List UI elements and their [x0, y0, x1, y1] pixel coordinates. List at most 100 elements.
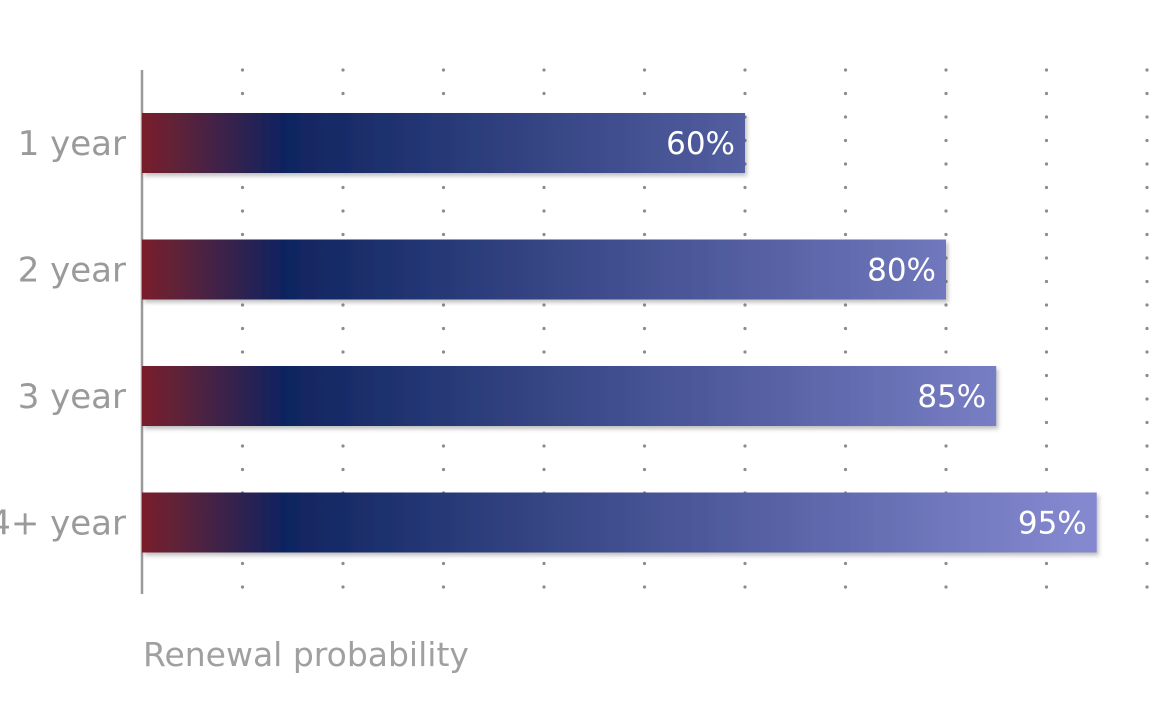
grid-dot [944, 91, 948, 96]
grid-dot [341, 350, 345, 354]
grid-dot [944, 232, 948, 237]
grid-dot [843, 467, 848, 472]
grid-dot [542, 303, 546, 307]
grid-dot [944, 185, 948, 190]
grid-dot [642, 467, 647, 472]
grid-dot [1145, 279, 1149, 284]
grid-dot [341, 467, 345, 472]
grid-dot [542, 444, 546, 448]
bar-1-year [142, 113, 745, 173]
grid-dot [944, 585, 948, 589]
grid-dot [1145, 514, 1149, 519]
grid-dot [743, 303, 747, 307]
grid-dot [240, 68, 245, 72]
grid-dot [240, 350, 245, 354]
grid-dot [642, 209, 647, 213]
grid-dot [843, 138, 848, 143]
grid-dot [642, 303, 647, 307]
grid-dot [642, 444, 647, 448]
grid-dot [843, 444, 848, 448]
grid-dot [843, 561, 848, 566]
grid-dot [441, 350, 446, 354]
grid-dot [1044, 209, 1049, 213]
grid-dot [240, 185, 245, 190]
grid-dot [1145, 232, 1149, 237]
grid-dot [642, 91, 647, 96]
grid-dot [542, 585, 546, 589]
grid-dot [441, 185, 446, 190]
grid-dot [743, 232, 747, 237]
grid-dot [341, 303, 345, 307]
grid-dot [944, 68, 948, 72]
grid-dot [1044, 91, 1049, 96]
grid-dot [441, 209, 446, 213]
grid-dot [1044, 162, 1049, 166]
grid-dot [240, 91, 245, 96]
grid-dot [240, 561, 245, 566]
grid-dot [642, 68, 647, 72]
grid-dot [240, 303, 245, 307]
grid-dot [341, 232, 345, 237]
grid-dot [743, 350, 747, 354]
grid-dot [843, 303, 848, 307]
grid-dot [843, 350, 848, 354]
grid-dot [441, 232, 446, 237]
bar-4-year [142, 492, 1097, 553]
grid-dot [441, 467, 446, 472]
grid-dot [843, 115, 848, 119]
grid-dot [944, 303, 948, 307]
bar-value-label: 85% [917, 379, 986, 415]
grid-dot [642, 232, 647, 237]
grid-dot [743, 444, 747, 448]
grid-dot [743, 326, 747, 331]
grid-dot [944, 561, 948, 566]
grid-dot [1145, 373, 1149, 378]
grid-dot [642, 585, 647, 589]
category-label: 3 year [18, 377, 126, 417]
grid-dot [341, 444, 345, 448]
grid-dot [441, 326, 446, 331]
grid-dot [843, 326, 848, 331]
grid-dot [1145, 467, 1149, 472]
grid-dot [341, 185, 345, 190]
grid-dot [341, 561, 345, 566]
grid-dot [944, 467, 948, 472]
grid-dot [441, 585, 446, 589]
grid-dot [1145, 185, 1149, 190]
grid-dot [1145, 115, 1149, 119]
bars: 60% 80% 85% 95% [142, 113, 1097, 553]
grid-dot [743, 68, 747, 72]
grid-dot [843, 91, 848, 96]
grid-dot [542, 467, 546, 472]
grid-dot [1044, 373, 1049, 378]
grid-dot [1044, 585, 1049, 589]
grid-dot [1044, 279, 1049, 284]
grid-dot [240, 467, 245, 472]
grid-dot [341, 209, 345, 213]
grid-dot [944, 162, 948, 166]
grid-dot [542, 209, 546, 213]
grid-dot [743, 467, 747, 472]
bar-value-label: 60% [666, 126, 735, 162]
grid-dot [1145, 68, 1149, 72]
grid-dot [1044, 444, 1049, 448]
grid-dot [944, 138, 948, 143]
category-labels: 1 year 2 year 3 year 4+ year [0, 124, 126, 544]
grid-dot [240, 209, 245, 213]
grid-dot [843, 68, 848, 72]
grid-dot [542, 91, 546, 96]
grid-dot [1145, 138, 1149, 143]
grid-dot [240, 585, 245, 589]
grid-dot [843, 185, 848, 190]
grid-dot [1044, 256, 1049, 260]
grid-dot [240, 326, 245, 331]
grid-dot [743, 209, 747, 213]
grid-dot [1044, 350, 1049, 354]
grid-dot [743, 91, 747, 96]
grid-dot [1044, 326, 1049, 331]
grid-dot [642, 561, 647, 566]
grid-dot [1044, 561, 1049, 566]
grid-dot [642, 185, 647, 190]
grid-dot [1044, 420, 1049, 425]
